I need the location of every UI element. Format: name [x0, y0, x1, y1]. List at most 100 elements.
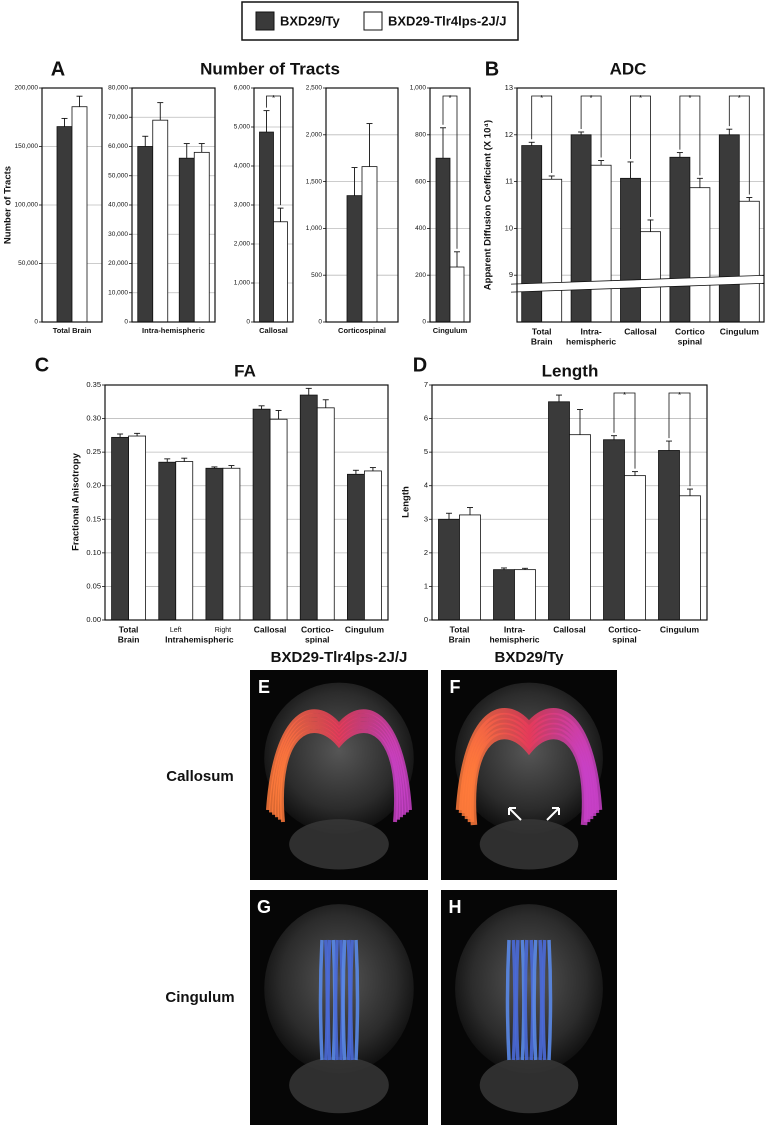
panel-letter: D — [413, 354, 427, 376]
y-tick-label: 10,000 — [108, 289, 128, 296]
y-tick-label: 200 — [415, 272, 426, 279]
x-tick-label: spinal — [678, 336, 703, 346]
y-tick-label: 50,000 — [108, 172, 128, 179]
group-label: Intrahemispheric — [165, 634, 234, 644]
column-label: BXD29-Tlr4lps-2J/J — [271, 649, 408, 666]
y-tick-label: 0.30 — [86, 414, 101, 423]
x-tick-label: Intra- — [580, 326, 601, 336]
fiber-tract — [279, 729, 399, 823]
fiber-tract — [272, 717, 406, 815]
x-tick-label: Cingulum — [720, 326, 760, 336]
brain-cerebellum — [479, 1056, 579, 1114]
significance-star: * — [540, 94, 543, 103]
column-label: BXD29/Ty — [495, 649, 565, 666]
bar — [548, 401, 570, 621]
y-tick-label: 400 — [415, 225, 426, 232]
y-tick-label: 500 — [311, 272, 322, 279]
x-tick-label: Callosal — [553, 624, 586, 634]
fiber-tract — [523, 939, 529, 1061]
bar — [521, 145, 543, 323]
bar — [570, 134, 592, 323]
x-tick-label: Cingulum — [660, 624, 700, 634]
bar — [364, 470, 382, 621]
y-tick-label: 2 — [424, 548, 428, 557]
panel-letter: C — [35, 354, 49, 376]
brain-cerebellum — [289, 1056, 389, 1114]
significance-bracket — [630, 95, 651, 217]
x-tick-label: Cortico- — [608, 624, 641, 634]
bar — [193, 151, 210, 323]
y-tick-label: 0.00 — [86, 615, 101, 624]
y-tick-label: 0 — [422, 319, 426, 326]
significance-star: * — [639, 94, 642, 103]
x-axis-label: Callosal — [259, 326, 288, 335]
y-tick-label: 13 — [505, 83, 513, 92]
brain-silhouette — [264, 904, 414, 1074]
plot-frame — [253, 87, 294, 323]
y-tick-label: 9 — [509, 270, 513, 279]
fiber-tract — [348, 939, 354, 1061]
bar — [346, 195, 363, 323]
x-axis-label: Cingulum — [433, 326, 468, 335]
bar — [689, 187, 711, 323]
panel-letter: B — [485, 58, 499, 80]
y-tick-label: 800 — [415, 132, 426, 139]
y-tick-label: 0.20 — [86, 481, 101, 490]
significance-bracket — [266, 95, 281, 206]
bar — [152, 119, 169, 323]
fiber-tract — [514, 939, 520, 1061]
y-axis-label: Apparent Diffusion Coefficient (X 10⁴) — [483, 120, 494, 290]
bar — [347, 473, 365, 621]
y-tick-label: 80,000 — [108, 85, 128, 92]
y-tick-label: 3,000 — [234, 202, 251, 209]
y-tick-label: 4,000 — [234, 163, 251, 170]
legend-swatch — [255, 11, 275, 31]
y-tick-label: 10 — [505, 223, 513, 232]
y-tick-label: 1,000 — [234, 280, 251, 287]
axis-break-line — [511, 282, 764, 293]
plot-frame — [431, 384, 708, 621]
brain-silhouette — [455, 904, 603, 1074]
significance-star: * — [688, 94, 691, 103]
significance-star: * — [448, 94, 451, 103]
bar — [316, 407, 335, 621]
bar — [361, 166, 378, 323]
x-tick-label: Cortico- — [301, 624, 334, 634]
legend-label: BXD29-Tlr4lps-2J/J — [388, 13, 507, 28]
brain-cerebellum — [289, 819, 389, 870]
bar — [624, 475, 646, 621]
bar — [137, 146, 154, 323]
bar — [128, 435, 146, 621]
bar — [111, 436, 129, 621]
significance-bracket — [442, 95, 458, 249]
bar — [71, 106, 88, 323]
y-tick-label: 0.35 — [86, 380, 101, 389]
plot-frame — [131, 87, 216, 323]
y-tick-label: 0 — [318, 319, 322, 326]
fiber-tract — [469, 732, 589, 826]
panel-title: FA — [234, 361, 256, 380]
bar — [438, 518, 460, 621]
bar — [435, 157, 451, 323]
plot-frame — [104, 384, 389, 621]
fiber-tract — [541, 939, 547, 1061]
y-tick-label: 7 — [424, 380, 428, 389]
y-axis-label: Number of Tracts — [3, 166, 14, 244]
arrow — [508, 807, 522, 821]
y-tick-label: 40,000 — [108, 202, 128, 209]
fiber-tract — [505, 939, 511, 1061]
x-tick-label: Callosal — [254, 624, 287, 634]
arrow — [546, 807, 560, 821]
y-tick-label: 70,000 — [108, 114, 128, 121]
bar — [252, 408, 271, 621]
y-tick-label: 2,500 — [306, 85, 323, 92]
y-axis-label: Length — [401, 486, 412, 518]
bar — [514, 569, 536, 621]
x-tick-label: Cingulum — [345, 624, 385, 634]
x-tick-label: Intra- — [504, 624, 525, 634]
x-tick-label: Right — [215, 627, 231, 634]
y-tick-label: 1,000 — [306, 225, 323, 232]
y-tick-label: 2,000 — [306, 132, 323, 139]
